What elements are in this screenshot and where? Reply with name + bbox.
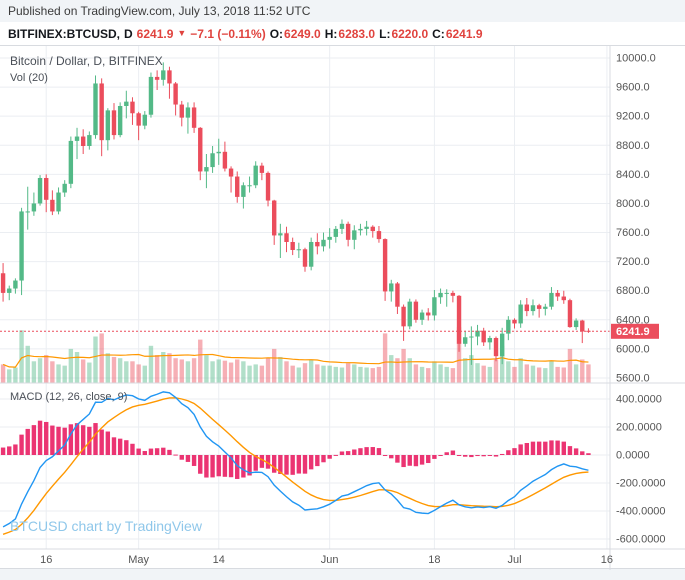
quote-low-value: 6220.0	[391, 26, 429, 41]
svg-text:5600.0: 5600.0	[616, 372, 650, 384]
svg-text:Jun: Jun	[321, 554, 339, 566]
quote-open-value: 6249.0	[284, 26, 321, 41]
quote-high-value: 6283.0	[338, 26, 376, 41]
svg-text:9200.0: 9200.0	[616, 111, 650, 123]
quote-high-label: H:	[324, 26, 338, 41]
published-bar: Published on TradingView.com, July 13, 2…	[0, 0, 685, 22]
quote-symbol: BITFINEX:BTCUSD,	[8, 26, 120, 41]
svg-text:16: 16	[601, 554, 613, 566]
quote-close-label: C:	[432, 26, 445, 41]
svg-text:-600.0000: -600.0000	[616, 534, 666, 546]
svg-text:18: 18	[428, 554, 440, 566]
svg-text:14: 14	[213, 554, 225, 566]
svg-text:400.0000: 400.0000	[616, 393, 662, 405]
quote-close-value: 6241.9	[445, 26, 483, 41]
quote-interval: D	[124, 26, 133, 41]
quote-open-label: O:	[269, 26, 284, 41]
svg-text:Jul: Jul	[507, 554, 521, 566]
svg-text:8000.0: 8000.0	[616, 198, 650, 210]
chart-wrap: 10000.0 9600.0 9200.0 8800.0 8400.0 8000.0 760…	[0, 45, 685, 570]
svg-text:8400.0: 8400.0	[616, 169, 650, 181]
svg-text:0.0000: 0.0000	[616, 450, 650, 462]
svg-text:-400.0000: -400.0000	[616, 506, 666, 518]
quote-change: −7.1 (−0.11%)	[190, 26, 266, 41]
svg-text:6400.0: 6400.0	[616, 314, 650, 326]
svg-text:7200.0: 7200.0	[616, 256, 650, 268]
time-axis[interactable]	[0, 549, 610, 570]
chart-canvas[interactable]: 10000.0 9600.0 9200.0 8800.0 8400.0 8000.0 760…	[0, 46, 685, 570]
svg-text:6000.0: 6000.0	[616, 343, 650, 355]
svg-text:8800.0: 8800.0	[616, 140, 650, 152]
price-axis[interactable]	[611, 46, 685, 549]
svg-text:6241.9: 6241.9	[616, 326, 650, 338]
svg-text:9600.0: 9600.0	[616, 82, 650, 94]
quote-bar: BITFINEX:BTCUSD, D 6241.9 ▼ −7.1 (−0.11%…	[0, 22, 685, 45]
svg-text:-200.0000: -200.0000	[616, 478, 666, 490]
svg-text:10000.0: 10000.0	[616, 52, 656, 64]
tradingview-watermark-link[interactable]: BTCUSD chart by TradingView	[10, 518, 202, 534]
quote-low-label: L:	[379, 26, 391, 41]
svg-text:200.0000: 200.0000	[616, 421, 662, 433]
svg-text:7600.0: 7600.0	[616, 227, 650, 239]
svg-text:16: 16	[40, 554, 52, 566]
svg-text:May: May	[128, 554, 149, 566]
svg-text:6800.0: 6800.0	[616, 285, 650, 297]
down-arrow-icon: ▼	[177, 27, 187, 38]
published-caption: Published on TradingView.com, July 13, 2…	[8, 4, 311, 18]
quote-last-price: 6241.9	[136, 26, 174, 41]
